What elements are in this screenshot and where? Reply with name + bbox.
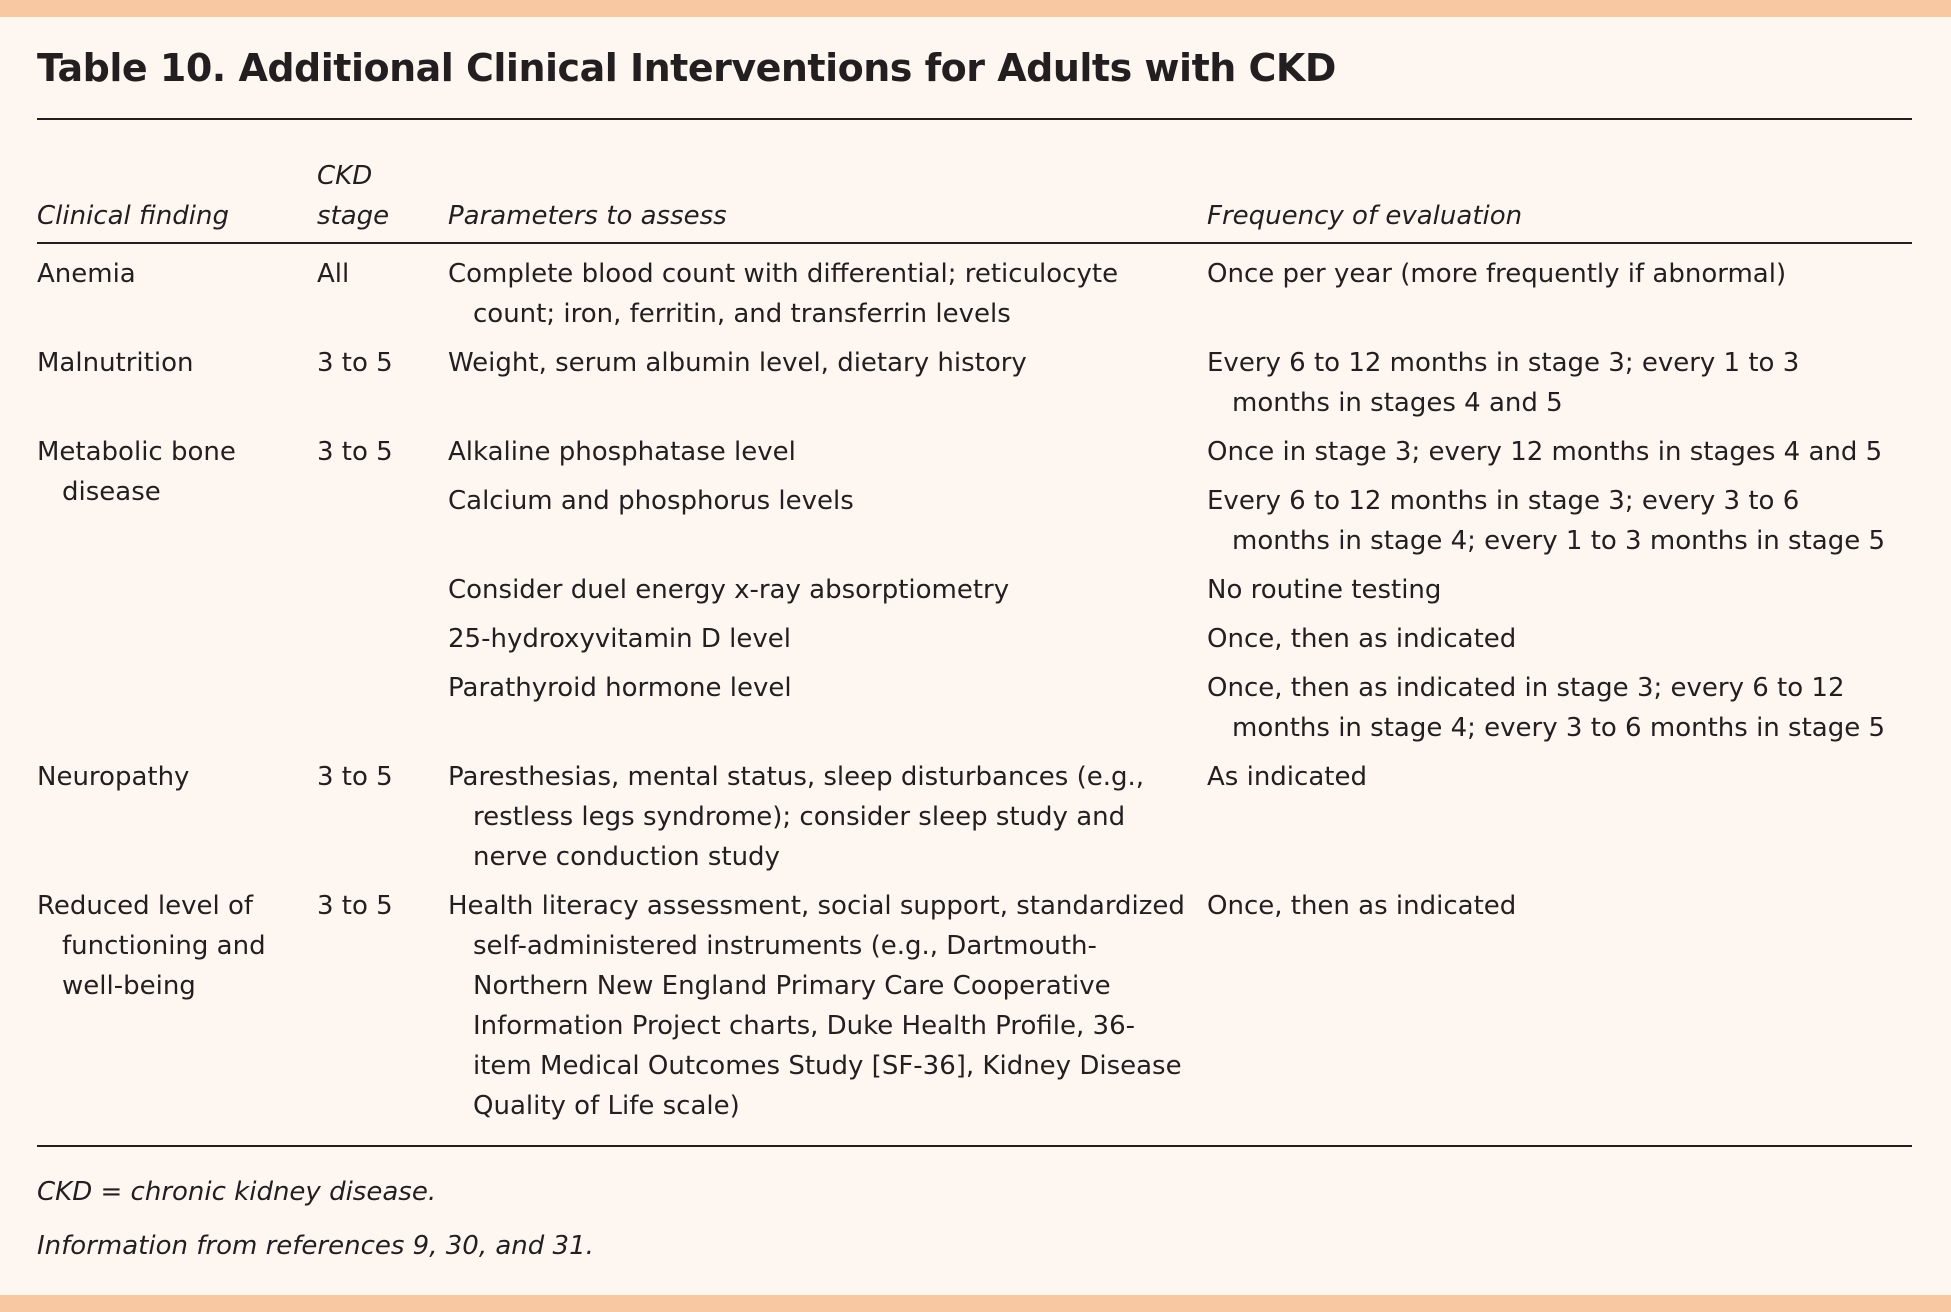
table: Clinical finding CKD stage Parameters to a… — [37, 118, 1912, 1147]
finding-cell: Malnutrition — [37, 348, 194, 378]
parameter-cell: Alkaline phosphatase level — [448, 437, 796, 467]
table-row: Malnutrition 3 to 5 Weight, serum albumin … — [37, 343, 1912, 423]
frequency-cell: Once, then as indicated in stage 3; ever… — [1207, 673, 1886, 743]
finding-cell: Metabolic bone disease — [37, 437, 236, 507]
finding-cell: Reduced level of functioning and well-be… — [37, 891, 266, 1001]
top-band — [0, 0, 1951, 17]
stage-cell: 3 to 5 — [317, 891, 393, 921]
table-row: Anemia All Complete blood count with diffe… — [37, 254, 1912, 334]
parameter-cell: Consider duel energy x-ray absorptiometr… — [448, 575, 1010, 605]
parameter-cell: Calcium and phosphorus levels — [448, 486, 854, 516]
stage-cell: 3 to 5 — [317, 437, 393, 467]
parameter-cell: Complete blood count with differential; … — [448, 259, 1119, 329]
footnote: Information from references 9, 30, and 3… — [37, 1231, 594, 1261]
stage-cell: 3 to 5 — [317, 348, 393, 378]
frequency-cell: Once in stage 3; every 12 months in stag… — [1207, 437, 1883, 467]
table-row: Metabolic bone disease 3 to 5 Alkaline pho… — [37, 432, 1912, 748]
footnote: CKD = chronic kidney disease. — [37, 1177, 437, 1207]
table-body: Anemia All Complete blood count with diffe… — [37, 244, 1912, 1147]
bottom-band — [0, 1295, 1951, 1312]
column-header: Clinical finding — [37, 201, 230, 231]
table-row: Reduced level of functioning and well-be… — [37, 886, 1912, 1126]
header-row: Clinical finding CKD stage Parameters to a… — [37, 118, 1912, 244]
column-header: Parameters to assess — [448, 201, 727, 231]
frequency-cell: Every 6 to 12 months in stage 3; every 3… — [1207, 486, 1886, 556]
items: Alkaline phosphatase level Once in stage … — [448, 432, 1912, 748]
frequency-cell: As indicated — [1207, 762, 1367, 792]
items: Paresthesias, mental status, sleep distu… — [448, 757, 1912, 877]
parameter-cell: Health literacy assessment, social suppo… — [448, 891, 1185, 1121]
frequency-cell: Once, then as indicated — [1207, 624, 1517, 654]
column-header: CKD stage — [317, 161, 390, 231]
stage-cell: 3 to 5 — [317, 762, 393, 792]
items: Weight, serum albumin level, dietary his… — [448, 343, 1912, 423]
finding-cell: Anemia — [37, 259, 136, 289]
parameter-cell: Parathyroid hormone level — [448, 673, 792, 703]
finding-cell: Neuropathy — [37, 762, 190, 792]
table-row: Neuropathy 3 to 5 Paresthesias, mental sta… — [37, 757, 1912, 877]
frequency-cell: No routine testing — [1207, 575, 1442, 605]
frequency-cell: Every 6 to 12 months in stage 3; every 1… — [1207, 348, 1800, 418]
parameter-cell: 25-hydroxyvitamin D level — [448, 624, 791, 654]
frequency-cell: Once per year (more frequently if abnorm… — [1207, 259, 1787, 289]
stage-cell: All — [317, 259, 350, 289]
items: Complete blood count with differential; … — [448, 254, 1912, 334]
parameter-cell: Weight, serum albumin level, dietary his… — [448, 348, 1027, 378]
items: Health literacy assessment, social suppo… — [448, 886, 1912, 1126]
footnotes: CKD = chronic kidney disease. Information… — [37, 1172, 594, 1280]
parameter-cell: Paresthesias, mental status, sleep distu… — [448, 762, 1145, 872]
frequency-cell: Once, then as indicated — [1207, 891, 1517, 921]
table-title: Table 10. Additional Clinical Interventi… — [37, 46, 1336, 90]
column-header: Frequency of evaluation — [1207, 201, 1523, 231]
